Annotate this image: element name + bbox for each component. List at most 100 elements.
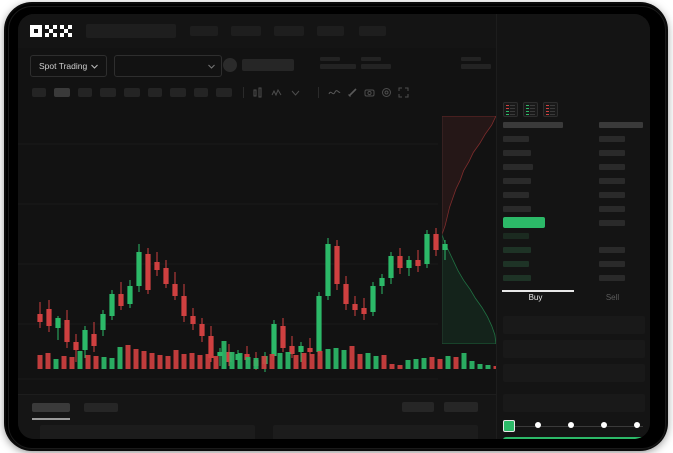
chevron-down-icon	[208, 64, 215, 69]
orders-panel-block-1	[273, 425, 478, 439]
toolbar-divider	[318, 87, 319, 98]
orderbook-rows[interactable]	[497, 120, 650, 285]
ticker-stat-1	[361, 57, 391, 69]
timeframe-button-4[interactable]	[124, 88, 140, 97]
timeframe-button-3[interactable]	[100, 88, 116, 97]
ticker-stat-2	[461, 57, 491, 69]
orderbook-header-price	[503, 122, 563, 128]
orderbook-amount-9	[599, 275, 625, 281]
nav-item-4[interactable]	[359, 26, 386, 36]
toolbar-divider	[243, 87, 244, 98]
orderbook-view-modes	[503, 102, 558, 117]
timeframe-button-6[interactable]	[170, 88, 186, 97]
chevron-down-icon	[91, 64, 99, 69]
best-bid-highlight[interactable]	[503, 217, 545, 228]
line-tool-icon[interactable]	[328, 86, 341, 99]
nav-item-2[interactable]	[274, 26, 304, 36]
timeframe-button-1[interactable]	[54, 88, 70, 97]
orderbook-ask-row-0[interactable]	[503, 136, 529, 142]
slider-stop-50[interactable]	[568, 422, 574, 428]
timeframe-button-2[interactable]	[78, 88, 92, 97]
market-depth-overlay	[442, 116, 496, 344]
orders-action-1[interactable]	[444, 402, 478, 412]
amount-field[interactable]	[503, 364, 645, 382]
orders-tab-1[interactable]	[84, 403, 118, 412]
slider-stop-25[interactable]	[535, 422, 541, 428]
device-frame: Spot Trading	[6, 4, 666, 449]
chart-settings-chevron-icon[interactable]	[289, 86, 302, 99]
bid-depth-area	[442, 234, 496, 344]
orderbook-header-amount	[599, 122, 643, 128]
tab-sell[interactable]: Sell	[605, 293, 620, 302]
okx-logo-icon[interactable]	[30, 25, 72, 38]
order-type-field[interactable]	[503, 316, 645, 334]
orderbook-bids-icon[interactable]	[523, 102, 538, 117]
price-chart[interactable]	[18, 104, 507, 394]
orderbook-ask-row-2[interactable]	[503, 164, 533, 170]
orders-panel	[18, 394, 496, 439]
nav-item-0[interactable]	[190, 26, 218, 36]
submit-buy-button[interactable]	[503, 437, 645, 439]
orderbook-bid-row-0[interactable]	[503, 233, 529, 239]
tab-buy[interactable]: Buy	[528, 293, 543, 302]
percent-slider-handle[interactable]	[503, 420, 515, 432]
orderbook-bid-row-3[interactable]	[503, 275, 531, 281]
ticker-stat-label	[461, 57, 481, 61]
snapshot-icon[interactable]	[363, 86, 376, 99]
percent-slider-track[interactable]	[505, 425, 643, 427]
timeframe-button-7[interactable]	[194, 88, 208, 97]
orderbook-ask-row-5[interactable]	[503, 206, 531, 212]
market-type-label: Spot Trading	[39, 61, 88, 71]
measure-icon[interactable]	[346, 86, 359, 99]
orderbook-both-icon[interactable]	[503, 102, 518, 117]
settings-gear-icon[interactable]	[380, 86, 393, 99]
orders-action-0[interactable]	[402, 402, 434, 412]
orderbook-ask-row-4[interactable]	[503, 192, 529, 198]
app-screen: Spot Trading	[18, 14, 650, 439]
market-type-selector[interactable]: Spot Trading	[30, 55, 108, 77]
active-tab-underline	[32, 418, 70, 420]
orderbook-amount-8	[599, 261, 625, 267]
orderbook-bid-row-2[interactable]	[503, 261, 529, 267]
buy-tab-underline	[502, 290, 574, 292]
last-price	[242, 59, 294, 71]
slider-stop-75[interactable]	[601, 422, 607, 428]
orderbook-amount-2	[599, 164, 625, 170]
orderbook-amount-7	[599, 247, 625, 253]
search-input[interactable]	[86, 24, 176, 38]
ticker-stat-value	[461, 64, 491, 69]
buy-sell-tabs: Buy Sell	[497, 290, 650, 310]
ticker-stat-0	[320, 57, 356, 69]
timeframe-button-8[interactable]	[216, 88, 232, 97]
orderbook-amount-1	[599, 150, 625, 156]
price-field[interactable]	[503, 340, 645, 358]
orderbook-amount-4	[599, 192, 625, 198]
orderbook-asks-icon[interactable]	[543, 102, 558, 117]
indicators-icon[interactable]	[270, 86, 283, 99]
ask-depth-area	[442, 116, 496, 235]
orders-tab-0[interactable]	[32, 403, 70, 412]
orderbook-ask-row-3[interactable]	[503, 178, 531, 184]
total-field[interactable]	[503, 394, 645, 412]
orderbook-amount-5	[599, 206, 625, 212]
orderbook-amount-0	[599, 136, 625, 142]
nav-item-1[interactable]	[231, 26, 261, 36]
orderbook-bid-row-1[interactable]	[503, 247, 531, 253]
coin-avatar	[223, 58, 237, 72]
trading-pair-selector[interactable]	[114, 55, 222, 77]
slider-stop-100[interactable]	[634, 422, 640, 428]
orderbook-ask-row-1[interactable]	[503, 150, 531, 156]
timeframe-button-5[interactable]	[148, 88, 162, 97]
fullscreen-icon[interactable]	[397, 86, 410, 99]
candlestick-type-icon[interactable]	[251, 86, 264, 99]
orderbook-amount-6	[599, 220, 625, 226]
volume-bars	[37, 341, 507, 369]
nav-item-3[interactable]	[317, 26, 344, 36]
orders-panel-block-0	[40, 425, 255, 439]
timeframe-button-0[interactable]	[32, 88, 46, 97]
candlestick-svg	[18, 143, 507, 380]
ticker-stat-label	[320, 57, 340, 61]
ticker-stat-value	[361, 64, 391, 69]
orderbook-amount-3	[599, 178, 625, 184]
ticker-stat-value	[320, 64, 356, 69]
